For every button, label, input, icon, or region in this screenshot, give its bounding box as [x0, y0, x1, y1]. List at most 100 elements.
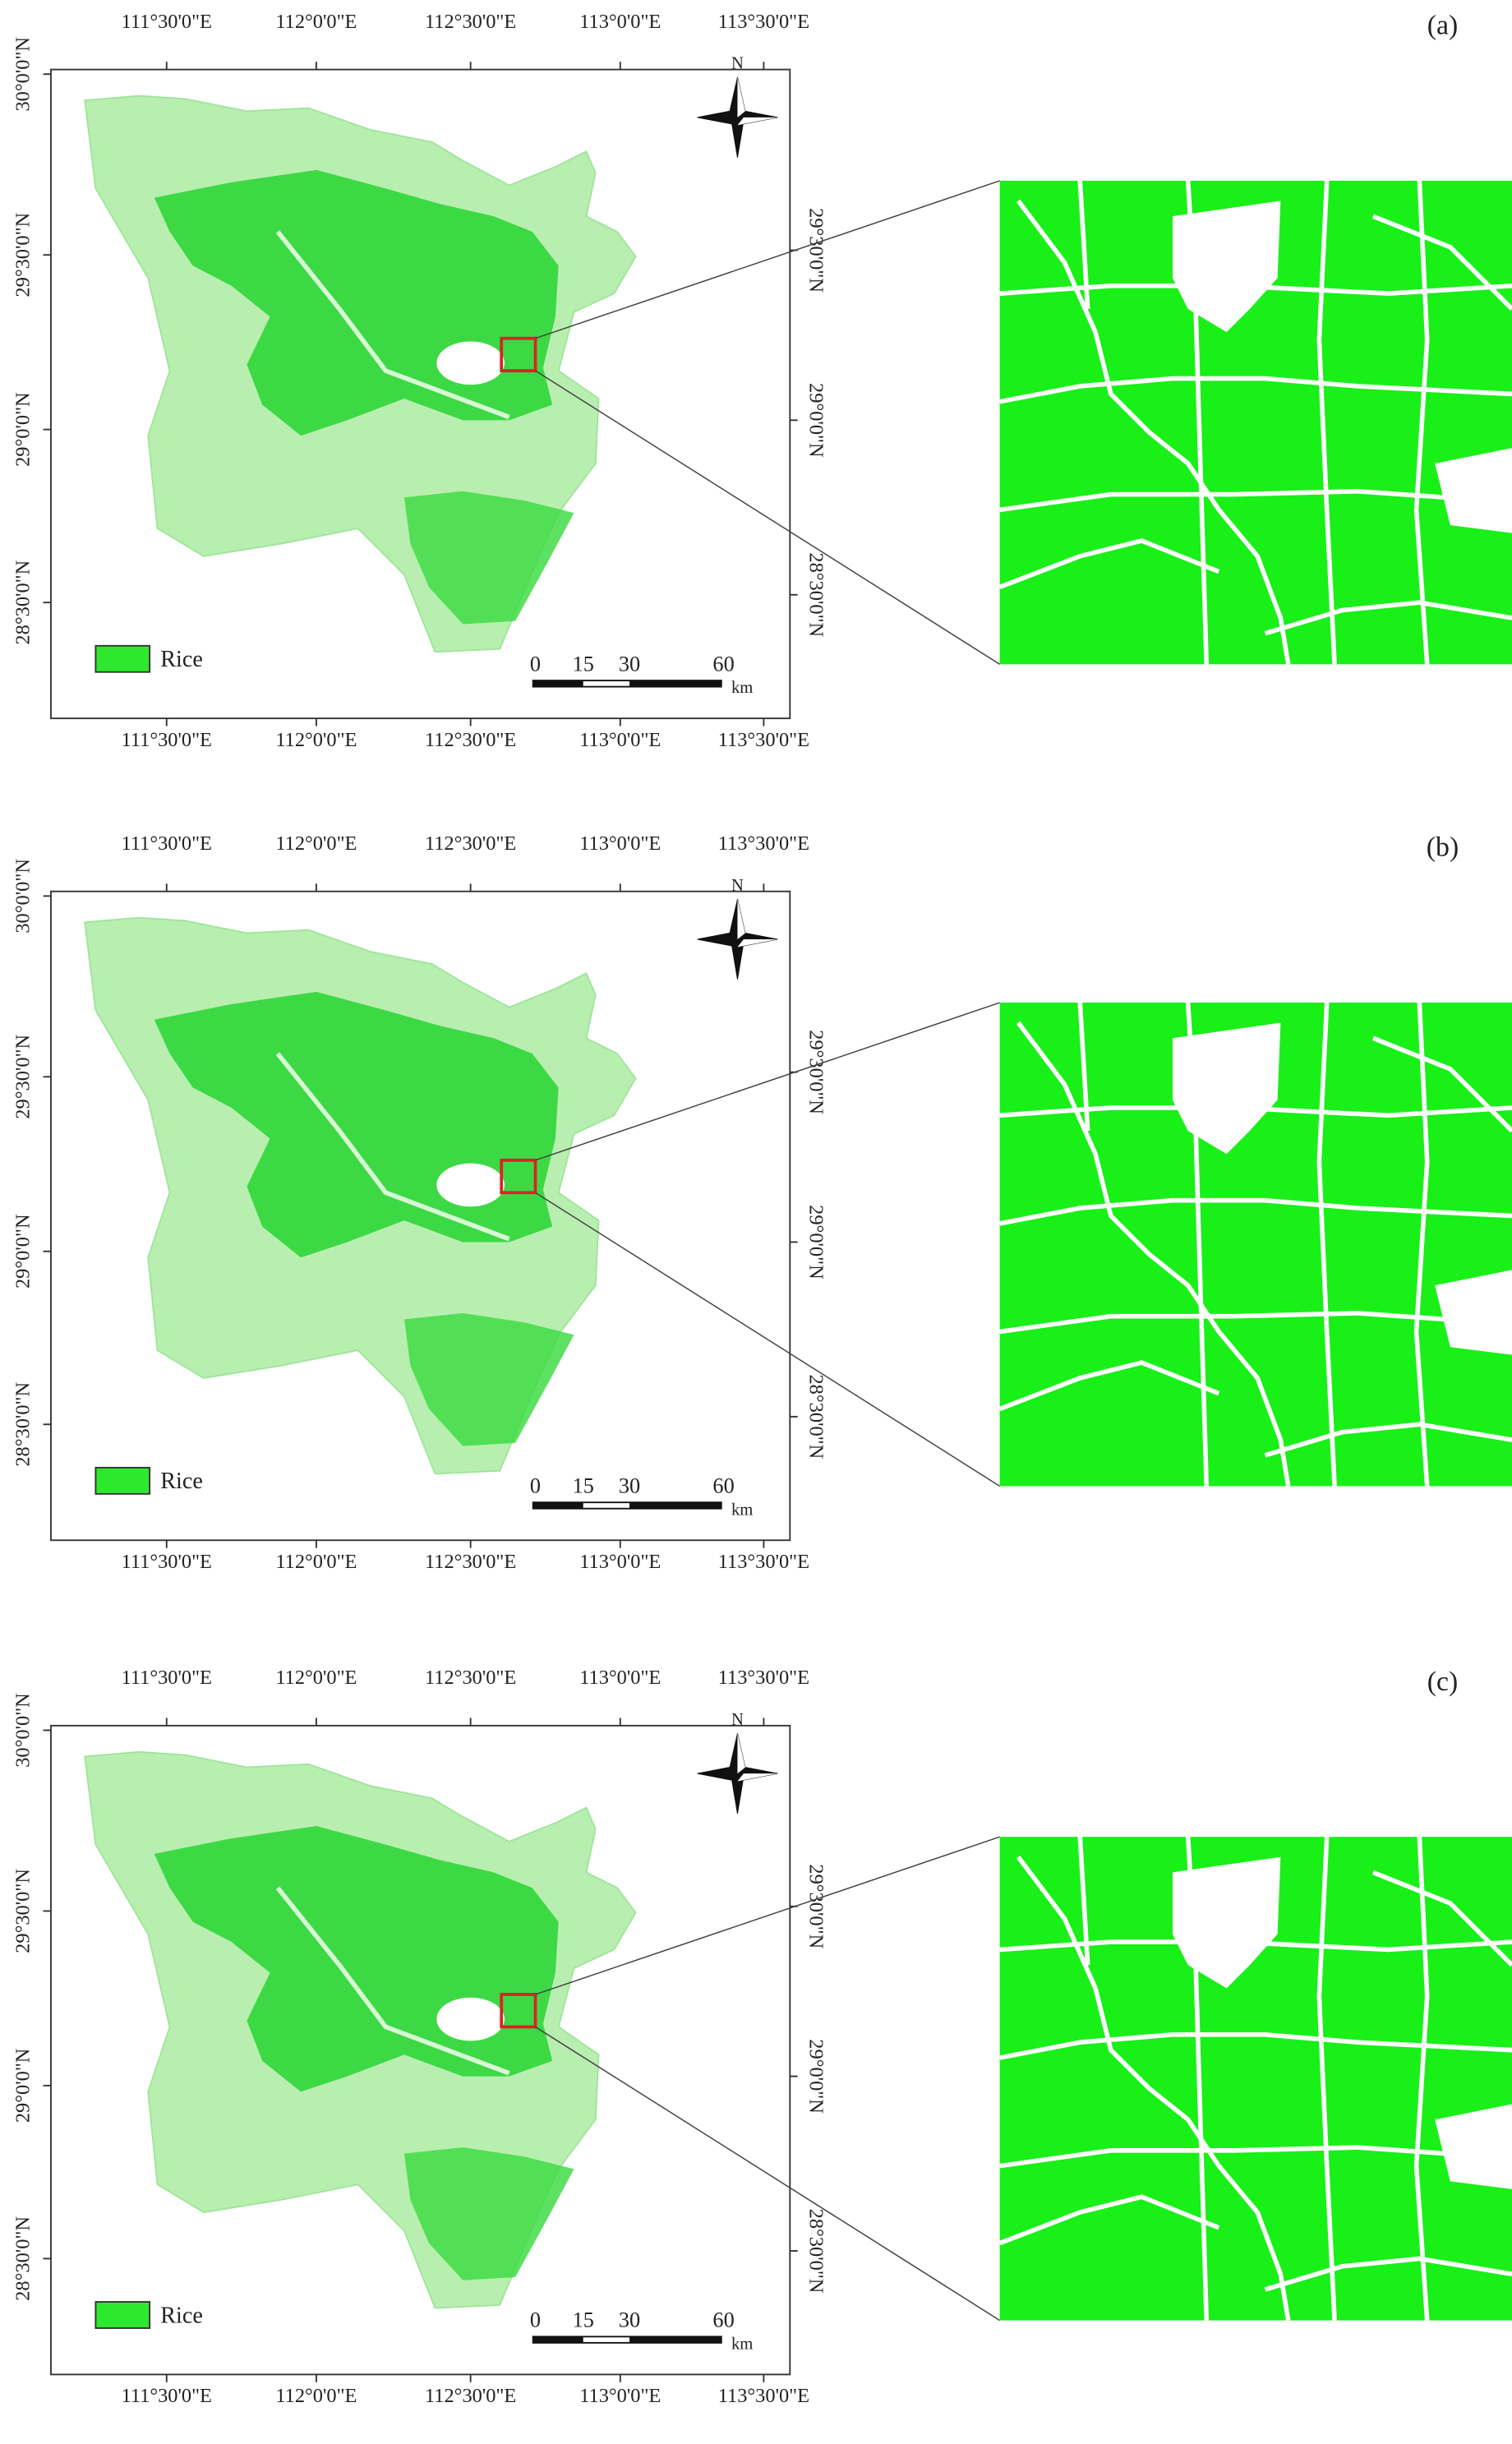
x-tick-label-bottom: 113°0'0"E — [579, 1551, 661, 1573]
x-tick-label-top: 113°0'0"E — [579, 11, 661, 33]
rice-area-south — [403, 1312, 574, 1446]
scale-label: 30 — [619, 1473, 640, 1497]
x-tick-label-bottom: 113°0'0"E — [579, 2385, 661, 2407]
map-panel: (c) 111°30'0"E 112°0'0"E 112°30'0"E 113°0'0"… — [12, 1667, 1512, 2407]
y-tick-label-left: 28°30'0"N — [12, 560, 35, 644]
scale-bar-seg — [583, 2337, 630, 2342]
legend-label: Rice — [160, 647, 203, 672]
legend-label: Rice — [160, 1469, 203, 1494]
scale-bar-seg — [583, 1503, 630, 1508]
rice-area-south — [403, 491, 574, 625]
x-tick-label-top: 113°30'0"E — [718, 832, 809, 855]
x-tick-label-bottom: 111°30'0"E — [122, 729, 212, 751]
settlement — [1435, 1270, 1512, 1355]
x-tick-label-bottom: 112°0'0"E — [275, 1551, 357, 1573]
road — [1413, 1837, 1430, 2321]
x-tick-label-bottom: 112°30'0"E — [425, 729, 516, 751]
road — [1016, 1021, 1291, 1487]
north-arrow-half — [737, 899, 778, 948]
y-tick-label-left: 29°30'0"N — [12, 1869, 35, 1953]
y-tick-label-left: 29°0'0"N — [12, 392, 35, 467]
road — [1371, 1035, 1512, 1133]
road — [1016, 199, 1291, 665]
road — [999, 1197, 1512, 1226]
zoom-box — [500, 1158, 537, 1195]
x-tick-label-bottom: 112°0'0"E — [275, 2385, 357, 2407]
road — [1016, 1855, 1291, 2322]
y-tick-label-left: 30°0'0"N — [12, 37, 35, 112]
x-tick-label-bottom: 112°30'0"E — [425, 1551, 516, 1573]
north-arrow-half — [737, 76, 778, 126]
x-tick-label-top: 111°30'0"E — [122, 832, 212, 855]
zoom-line — [535, 1192, 1001, 1487]
panel-label: (a) — [1427, 11, 1458, 41]
lake — [436, 1163, 505, 1207]
road — [1264, 1422, 1512, 1458]
x-tick-label-top: 113°30'0"E — [718, 1667, 809, 1689]
scale-label: 15 — [573, 1473, 594, 1497]
zoom-line — [535, 370, 1001, 665]
road — [1077, 1002, 1090, 1132]
x-tick-label-top: 112°30'0"E — [425, 11, 516, 33]
lake — [436, 1997, 505, 2041]
x-tick-label-bottom: 113°30'0"E — [718, 2385, 809, 2407]
x-tick-label-top: 112°30'0"E — [425, 1667, 516, 1689]
panel-label: (b) — [1427, 832, 1459, 863]
legend-swatch — [94, 644, 151, 673]
road — [1413, 180, 1430, 665]
x-tick-label-top: 113°0'0"E — [579, 1667, 661, 1689]
zoom-box — [500, 336, 537, 373]
x-tick-label-bottom: 111°30'0"E — [122, 1551, 212, 1573]
y-tick-label-left: 29°0'0"N — [12, 1214, 35, 1289]
scale-unit: km — [731, 679, 753, 697]
y-tick-label-right: 29°30'0"N — [805, 1030, 827, 1114]
scale-label: 60 — [712, 2308, 734, 2332]
x-tick-label-top: 112°30'0"E — [425, 832, 516, 855]
panel-label: (c) — [1427, 1667, 1458, 1697]
x-tick-label-top: 112°0'0"E — [275, 11, 357, 33]
y-tick-label-right: 28°30'0"N — [805, 1374, 827, 1459]
x-tick-label-bottom: 113°30'0"E — [718, 729, 809, 751]
y-tick-label-left: 30°0'0"N — [12, 859, 35, 934]
x-tick-label-top: 113°30'0"E — [718, 11, 809, 33]
x-tick-label-top: 113°0'0"E — [579, 832, 661, 855]
scale-label: 0 — [530, 2308, 541, 2332]
scale-label: 60 — [712, 652, 734, 676]
lake — [436, 341, 505, 385]
road — [999, 2145, 1512, 2169]
road — [1264, 2256, 1512, 2292]
y-tick-label-left: 28°30'0"N — [12, 2216, 35, 2301]
zoom-line — [535, 2026, 1001, 2322]
y-tick-label-right: 28°30'0"N — [805, 2209, 827, 2294]
y-tick-label-right: 29°30'0"N — [805, 208, 827, 293]
x-tick-label-bottom: 113°30'0"E — [718, 1551, 809, 1573]
road — [999, 488, 1512, 513]
north-arrow-half — [737, 1733, 778, 1782]
y-tick-label-right: 29°0'0"N — [805, 2039, 827, 2114]
y-tick-label-right: 29°0'0"N — [805, 383, 827, 458]
north-label: N — [731, 1711, 744, 1729]
y-tick-label-left: 28°30'0"N — [12, 1381, 35, 1466]
road — [999, 1311, 1512, 1335]
settlement — [1435, 2104, 1512, 2189]
road — [1316, 1002, 1337, 1487]
x-tick-label-top: 111°30'0"E — [122, 11, 212, 33]
road — [1371, 1870, 1512, 1967]
scale-label: 15 — [573, 652, 594, 676]
legend-swatch — [94, 2301, 151, 2329]
scale-label: 0 — [530, 652, 541, 676]
river — [275, 230, 510, 420]
y-tick-label-right: 29°0'0"N — [805, 1205, 827, 1280]
x-tick-label-top: 112°0'0"E — [275, 832, 357, 855]
y-tick-label-left: 30°0'0"N — [12, 1693, 35, 1768]
y-tick-label-left: 29°30'0"N — [12, 1035, 35, 1119]
road — [999, 2032, 1512, 2060]
y-tick-label-right: 29°30'0"N — [805, 1864, 827, 1948]
scale-label: 30 — [619, 2308, 640, 2332]
road — [998, 538, 1220, 589]
road — [1316, 180, 1337, 665]
scale-bar-seg — [583, 681, 630, 686]
settlement — [1172, 1856, 1281, 1989]
road — [1371, 214, 1512, 311]
